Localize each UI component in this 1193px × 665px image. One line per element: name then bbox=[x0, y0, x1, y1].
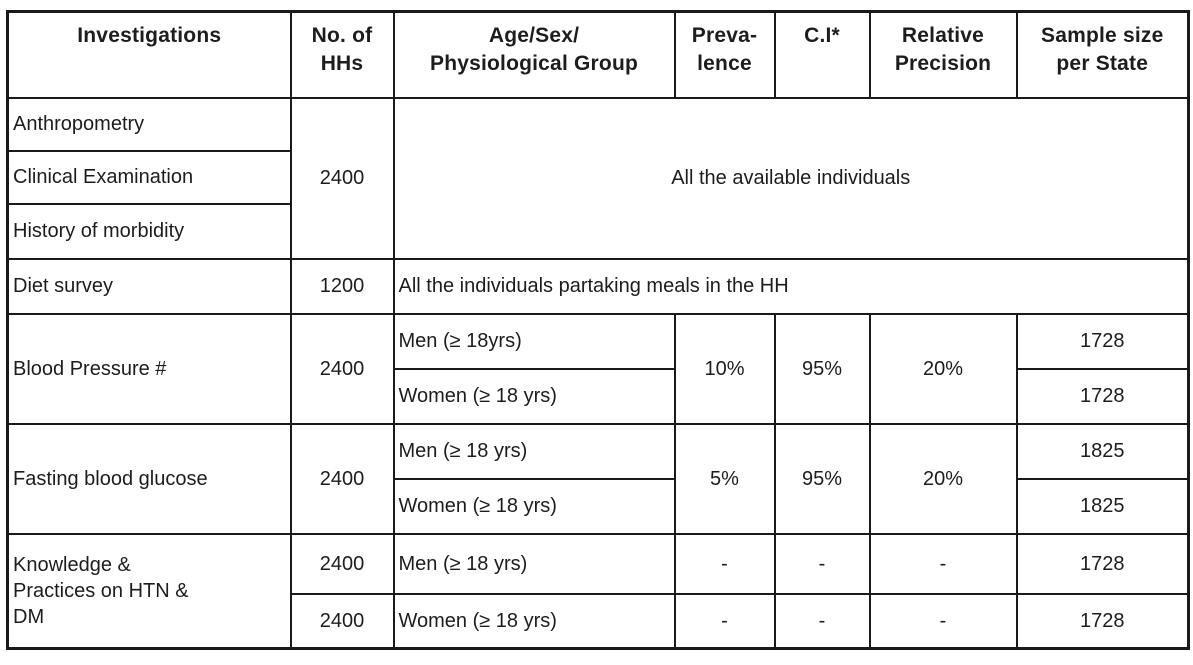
age-sex-group-cell: Men (≥ 18 yrs) bbox=[392, 532, 676, 595]
ci-cell: 95% bbox=[773, 312, 871, 425]
investigation-cell: Fasting blood glucose bbox=[6, 422, 292, 535]
hhs-cell: 2400 bbox=[289, 592, 395, 650]
ci-cell: - bbox=[773, 532, 871, 595]
prevalence-cell: - bbox=[673, 592, 776, 650]
prevalence-cell: 10% bbox=[673, 312, 776, 425]
sample-size-cell: 1728 bbox=[1015, 532, 1190, 595]
relative-precision-cell: 20% bbox=[868, 312, 1018, 425]
table-row: History of morbidity bbox=[6, 202, 1189, 260]
sample-size-cell: 1728 bbox=[1015, 312, 1190, 370]
investigation-cell: Anthropometry bbox=[6, 96, 292, 152]
prevalence-cell: - bbox=[673, 532, 776, 595]
table-row: Diet survey 1200 All the individuals par… bbox=[6, 257, 1190, 315]
hhs-cell: 2400 bbox=[289, 532, 395, 595]
table-row: Women (≥ 18 yrs) 1728 bbox=[8, 367, 1190, 425]
ci-cell: - bbox=[773, 592, 871, 650]
col-header-relative-precision: Relative Precision bbox=[868, 10, 1018, 99]
age-sex-group-cell: Women (≥ 18 yrs) bbox=[392, 367, 676, 425]
relative-precision-cell: - bbox=[868, 532, 1018, 595]
col-header-investigations: Investigations bbox=[6, 10, 292, 99]
sample-size-cell: 1728 bbox=[1015, 367, 1190, 425]
age-sex-group-cell: Women (≥ 18 yrs) bbox=[392, 592, 676, 650]
relative-precision-cell: 20% bbox=[868, 422, 1018, 535]
ci-cell: 95% bbox=[773, 422, 871, 535]
hhs-cell: 2400 bbox=[289, 96, 395, 260]
table-row: Anthropometry 2400 All the available ind… bbox=[6, 96, 1190, 260]
hhs-cell: 2400 bbox=[289, 422, 395, 535]
investigation-cell: Clinical Examination bbox=[6, 149, 292, 205]
hhs-cell: 2400 bbox=[289, 312, 395, 425]
group-note-cell: All the available individuals bbox=[392, 96, 1190, 260]
relative-precision-cell: - bbox=[868, 592, 1018, 650]
sample-size-cell: 1825 bbox=[1015, 477, 1190, 535]
investigation-cell: History of morbidity bbox=[6, 202, 292, 260]
table-row: Fasting blood glucose 2400 Men (≥ 18 yrs… bbox=[6, 422, 1190, 535]
survey-sampling-table: Investigations No. of HHs Age/Sex/ Physi… bbox=[6, 10, 1190, 650]
investigation-cell: Knowledge & Practices on HTN & DM bbox=[6, 532, 292, 650]
col-header-prevalence: Preva- lence bbox=[673, 10, 776, 99]
investigation-cell: Blood Pressure # bbox=[6, 312, 292, 425]
col-header-no-of-hhs: No. of HHs bbox=[289, 10, 395, 99]
table-row: Clinical Examination bbox=[6, 149, 1189, 205]
investigation-cell: Diet survey bbox=[6, 257, 292, 315]
table-row: Women (≥ 18 yrs) 1825 bbox=[8, 477, 1190, 535]
table-row: Knowledge & Practices on HTN & DM 2400 M… bbox=[6, 532, 1190, 650]
col-header-sample-size: Sample size per State bbox=[1015, 10, 1190, 99]
age-sex-group-cell: Men (≥ 18 yrs) bbox=[392, 422, 676, 480]
prevalence-cell: 5% bbox=[673, 422, 776, 535]
col-header-ci: C.I* bbox=[773, 10, 871, 99]
header-row: Investigations No. of HHs Age/Sex/ Physi… bbox=[6, 10, 1190, 99]
table-row: 2400 Women (≥ 18 yrs) - - - 1728 bbox=[8, 592, 1190, 650]
sample-size-cell: 1728 bbox=[1015, 592, 1190, 650]
col-header-age-sex-group: Age/Sex/ Physiological Group bbox=[392, 10, 676, 99]
group-note-cell: All the individuals partaking meals in t… bbox=[392, 257, 1190, 315]
age-sex-group-cell: Women (≥ 18 yrs) bbox=[392, 477, 676, 535]
hhs-cell: 1200 bbox=[289, 257, 395, 315]
table-row: Blood Pressure # 2400 Men (≥ 18yrs) 10% … bbox=[6, 312, 1190, 425]
age-sex-group-cell: Men (≥ 18yrs) bbox=[392, 312, 676, 370]
sample-size-cell: 1825 bbox=[1015, 422, 1190, 480]
